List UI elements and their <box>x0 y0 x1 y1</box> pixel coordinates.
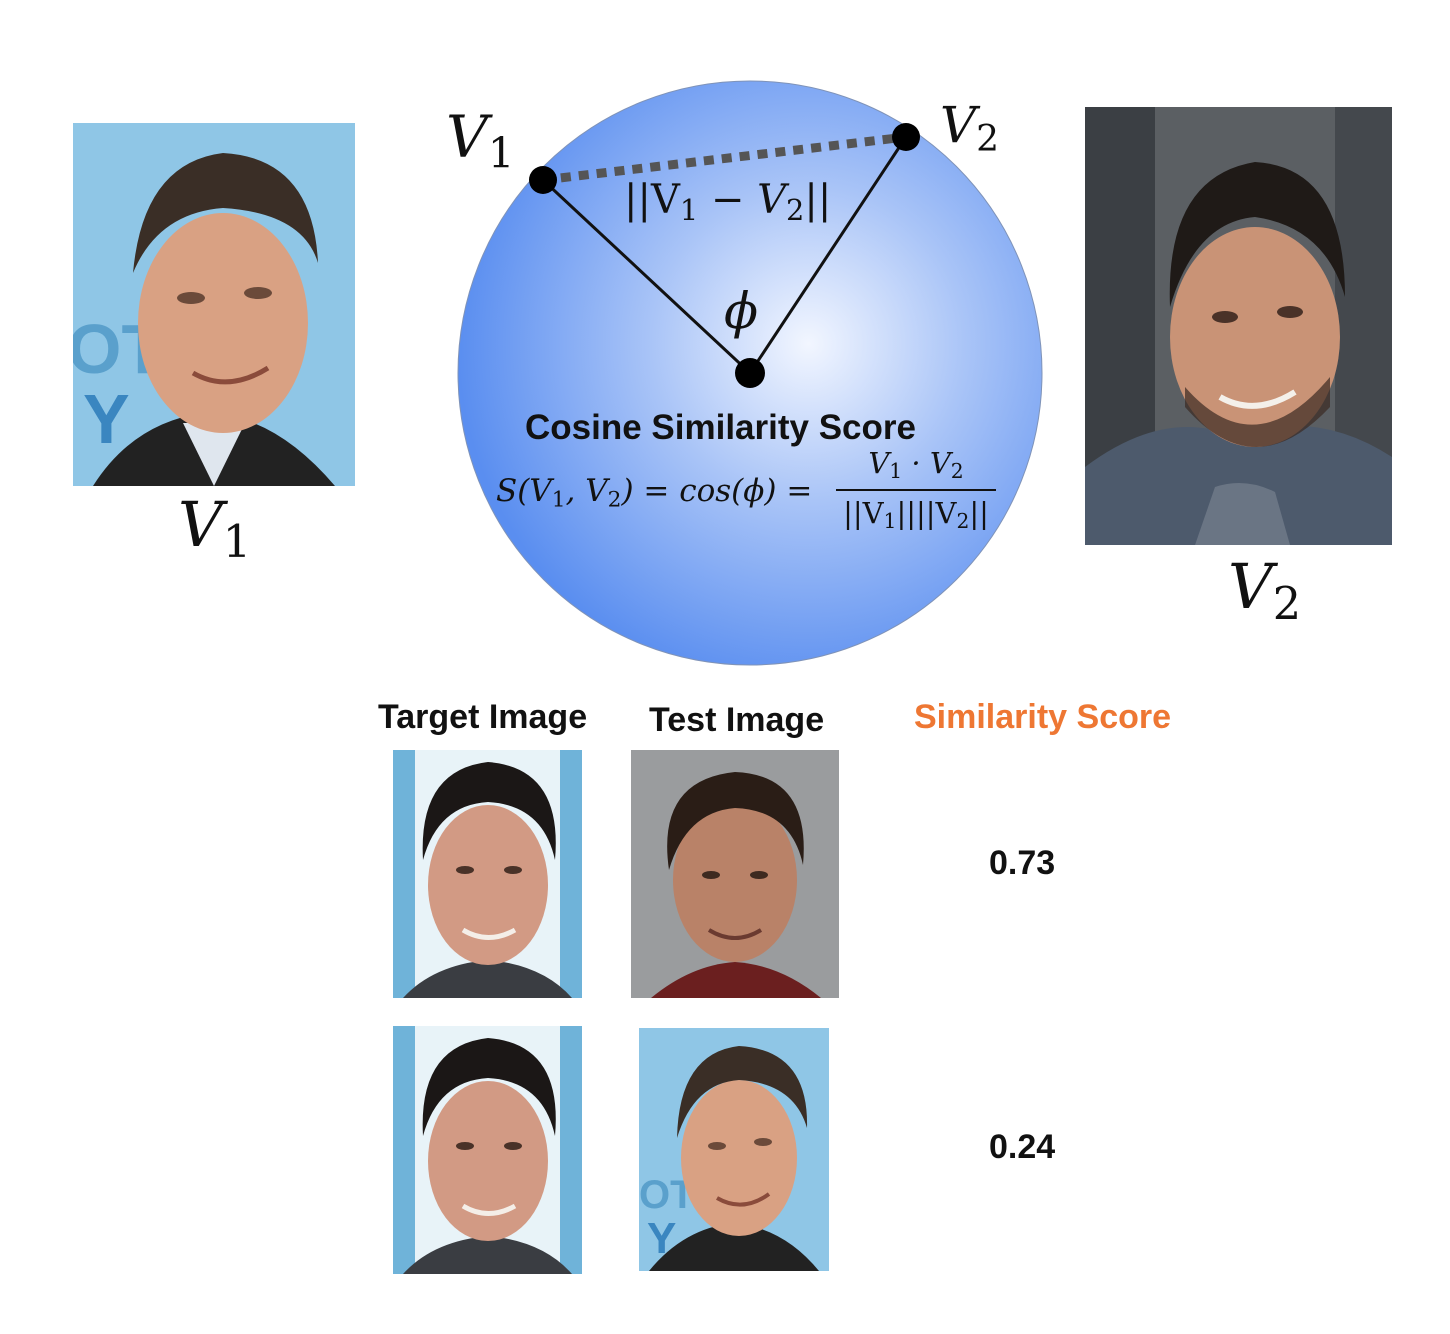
formula-lhs: S(V1, V2) = cos(ϕ) = <box>496 473 813 513</box>
header-similarity-score: Similarity Score <box>914 698 1172 736</box>
formula-denominator: ||V1||||V2|| <box>843 496 989 534</box>
photo-v1-label: V1 <box>178 488 252 569</box>
target-image-row2 <box>393 1026 582 1274</box>
distance-dotted-line <box>542 132 907 185</box>
score-row1: 0.73 <box>989 844 1056 882</box>
photo-v1: OT Y <box>73 123 355 486</box>
test-image-row1 <box>631 750 839 998</box>
angle-label: ϕ <box>724 282 759 340</box>
header-test-image: Test Image <box>649 701 825 739</box>
photo-v2 <box>1085 107 1392 545</box>
origin-point <box>735 358 765 388</box>
test-image-row2: OT Y <box>639 1028 829 1271</box>
vector-line-1 <box>541 178 752 375</box>
cosine-diagram <box>457 80 1043 666</box>
point1-label: V1 <box>446 103 515 178</box>
vector-line-2 <box>748 136 908 374</box>
point2-label: V2 <box>940 96 1000 160</box>
svg-text:Y: Y <box>83 380 130 458</box>
score-row2: 0.24 <box>989 1128 1056 1166</box>
header-target-image: Target Image <box>378 698 588 736</box>
formula-numerator: V1 · V2 <box>868 446 964 484</box>
target-image-row1 <box>393 750 582 998</box>
photo-v2-label: V2 <box>1228 550 1302 631</box>
distance-label: ||V1 − V2|| <box>624 177 832 228</box>
fraction-bar <box>836 489 996 491</box>
point-v1 <box>529 166 557 194</box>
diagram-title: Cosine Similarity Score <box>525 408 916 447</box>
point-v2 <box>892 123 920 151</box>
